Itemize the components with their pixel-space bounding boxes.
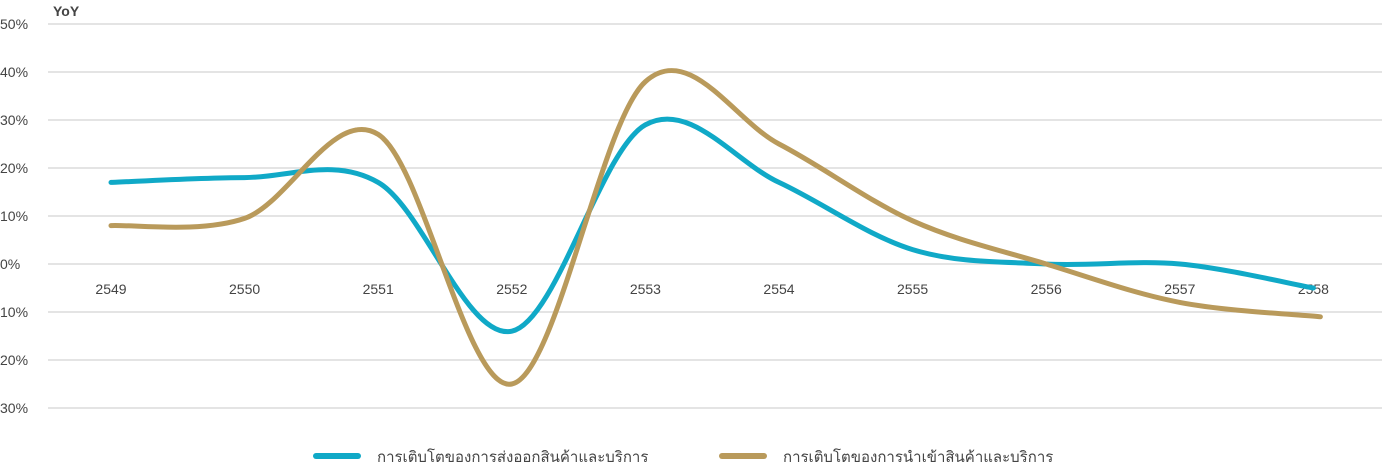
y-tick-label: 40% xyxy=(0,64,28,80)
y-axis-ticks: 50% 40% 30% 20% 10% 0% 10% 20% 30% xyxy=(0,16,28,416)
legend-label: การเติบโตของการนำเข้าสินค้าและบริการ xyxy=(783,448,1053,466)
x-tick-label: 2549 xyxy=(95,281,126,297)
x-tick-label: 2551 xyxy=(363,281,394,297)
x-tick-label: 2555 xyxy=(897,281,928,297)
x-tick-label: 2552 xyxy=(496,281,527,297)
x-tick-label: 2557 xyxy=(1164,281,1195,297)
y-tick-label: 20% xyxy=(0,160,28,176)
x-tick-label: 2554 xyxy=(763,281,794,297)
y-tick-label: 0% xyxy=(0,256,20,272)
series-line-1 xyxy=(108,116,1316,334)
series-lines xyxy=(108,68,1323,387)
legend-label: การเติบโตของการส่งออกสินค้าและบริการ xyxy=(377,448,648,466)
series-line-2 xyxy=(108,68,1323,387)
y-tick-label: 50% xyxy=(0,16,28,32)
x-tick-label: 2550 xyxy=(229,281,260,297)
y-tick-label: 30% xyxy=(0,112,28,128)
y-tick-label: 30% xyxy=(0,400,28,416)
x-tick-label: 2553 xyxy=(630,281,661,297)
y-tick-label: 10% xyxy=(0,208,28,224)
legend: การเติบโตของการส่งออกสินค้าและบริการ การเ… xyxy=(313,448,1053,466)
gridlines xyxy=(48,23,1382,409)
y-tick-label: 20% xyxy=(0,352,28,368)
y-tick-label: 10% xyxy=(0,304,28,320)
x-tick-label: 2556 xyxy=(1031,281,1062,297)
y-axis-label: YoY xyxy=(53,3,80,19)
